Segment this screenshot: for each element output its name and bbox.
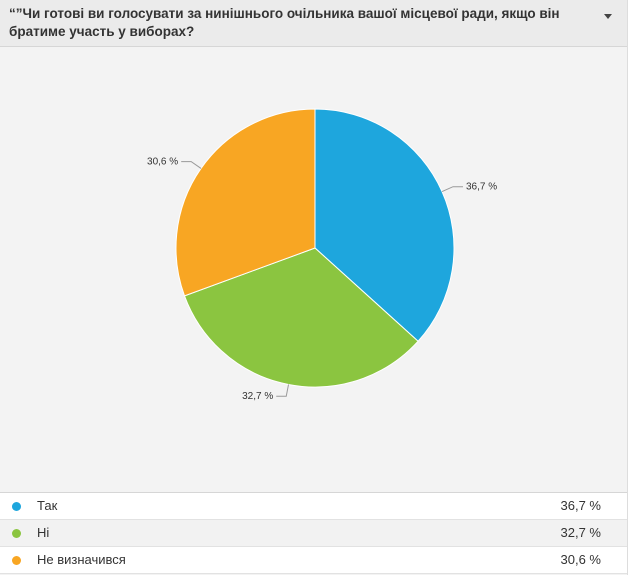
- legend-label-no: Ні: [37, 525, 50, 540]
- pie-slice-yes[interactable]: [314, 108, 455, 342]
- legend-row-undecided[interactable]: Не визначився 30,6 %: [0, 547, 627, 574]
- slice-connector-yes: [441, 186, 464, 193]
- legend-dot-no: [12, 529, 21, 538]
- pie-slice-no[interactable]: [183, 247, 419, 388]
- slice-label-undecided: 30,6 %: [147, 157, 178, 168]
- slice-label-yes: 36,7 %: [466, 182, 497, 193]
- legend-value-undecided: 30,6 %: [560, 552, 601, 567]
- legend-label-undecided: Не визначився: [37, 552, 126, 567]
- legend-row-no[interactable]: Ні 32,7 %: [0, 520, 627, 547]
- legend-row-yes[interactable]: Так 36,7 %: [0, 493, 627, 520]
- question-header: “”Чи готові ви голосувати за нинішнього …: [0, 0, 627, 47]
- slice-connector-no: [276, 384, 290, 397]
- chevron-down-icon[interactable]: [601, 10, 615, 24]
- question-title: “”Чи готові ви голосувати за нинішнього …: [9, 6, 560, 39]
- slice-label-no: 32,7 %: [242, 391, 273, 402]
- slice-connector-undecided: [181, 161, 202, 169]
- legend-value-yes: 36,7 %: [560, 498, 601, 513]
- legend-label-yes: Так: [37, 498, 58, 513]
- legend-value-no: 32,7 %: [560, 525, 601, 540]
- pie-chart: 36,7 % 32,7 % 30,6 %: [147, 108, 497, 402]
- pie-slice-undecided[interactable]: [175, 108, 316, 297]
- legend-table: Так 36,7 % Ні 32,7 % Не визначився 30,6 …: [0, 492, 627, 574]
- pie-chart-area: 36,7 % 32,7 % 30,6 %: [0, 47, 627, 472]
- legend-dot-undecided: [12, 556, 21, 565]
- legend-dot-yes: [12, 502, 21, 511]
